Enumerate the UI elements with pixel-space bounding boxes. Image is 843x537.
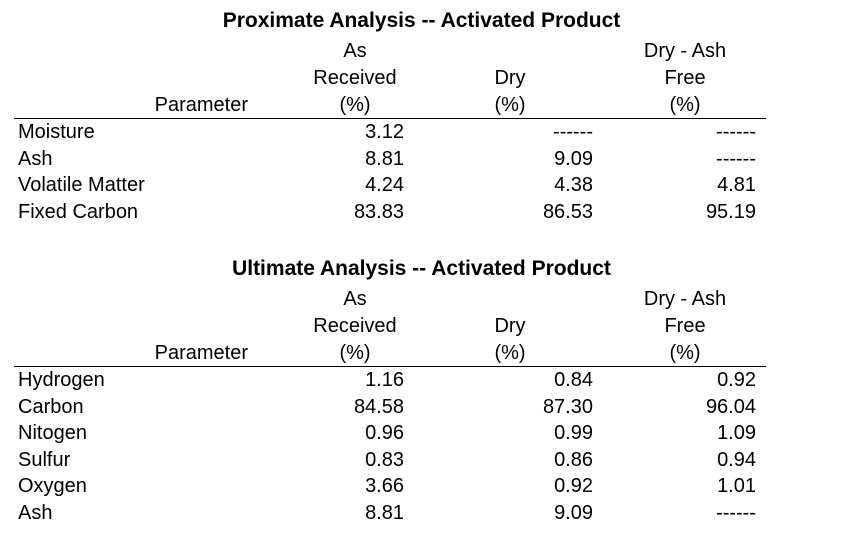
row-label: Moisture: [18, 121, 95, 143]
row-label: Fixed Carbon: [18, 200, 139, 223]
col-header-dry-line1: Dry: [494, 315, 526, 337]
header-rule: [14, 366, 766, 367]
table-row: Nitogen 0.96 0.99 1.09: [0, 420, 843, 447]
dry-ash-free-value: ------: [716, 121, 756, 143]
table-row: Carbon 84.58 87.30 96.04: [0, 394, 843, 421]
col-header-dry-ash-free-line1: Dry - Ash: [643, 288, 727, 310]
col-header-dry-ash-free-line2: Free: [664, 315, 706, 337]
table-row: Oxygen 3.66 0.92 1.01: [0, 473, 843, 500]
dry-ash-free-value: 96.04: [705, 395, 756, 418]
col-header-parameter: Parameter: [154, 342, 248, 364]
dry-value: 0.84: [554, 369, 593, 391]
row-label: Ash: [18, 501, 53, 524]
table-title: Ultimate Analysis -- Activated Product: [232, 257, 611, 280]
col-header-as-received-line1: As: [343, 288, 367, 310]
row-label: Oxygen: [18, 475, 87, 497]
dry-value: 9.09: [554, 501, 593, 524]
row-label: Carbon: [18, 395, 84, 418]
as-received-value: 3.12: [365, 121, 404, 143]
col-header-dry-ash-free-line3: (%): [669, 94, 701, 116]
col-header-as-received-line2: Received: [313, 315, 397, 337]
row-label: Hydrogen: [18, 369, 105, 391]
col-header-dry-line1: Dry: [494, 67, 526, 89]
dry-value: 0.92: [554, 475, 593, 497]
row-label: Ash: [18, 147, 53, 170]
as-received-value: 0.96: [365, 422, 404, 444]
table-title: Proximate Analysis -- Activated Product: [222, 9, 621, 32]
row-label: Nitogen: [18, 422, 87, 444]
col-header-dry-ash-free-line1: Dry - Ash: [643, 40, 727, 62]
dry-ash-free-value: ------: [716, 501, 756, 524]
table-row: Ash 8.81 9.09 ------: [0, 146, 843, 173]
dry-ash-free-value: 0.94: [717, 448, 756, 471]
as-received-value: 0.83: [365, 448, 404, 471]
as-received-value: 8.81: [365, 147, 404, 170]
row-label: Volatile Matter: [18, 174, 145, 196]
dry-ash-free-value: 0.92: [717, 369, 756, 391]
dry-ash-free-value: 1.09: [717, 422, 756, 444]
header-rule: [14, 118, 766, 119]
table-row: Sulfur 0.83 0.86 0.94: [0, 447, 843, 474]
as-received-value: 84.58: [353, 395, 404, 418]
dry-ash-free-value: 4.81: [717, 174, 756, 196]
as-received-value: 1.16: [365, 369, 404, 391]
dry-ash-free-value: 95.19: [705, 200, 756, 223]
dry-value: 0.86: [554, 448, 593, 471]
table-row: Hydrogen 1.16 0.84 0.92: [0, 367, 843, 394]
col-header-dry-line2: (%): [494, 342, 526, 364]
col-header-as-received-line2: Received: [313, 67, 397, 89]
dry-ash-free-value: 1.01: [717, 475, 756, 497]
dry-ash-free-value: ------: [716, 147, 756, 170]
as-received-value: 83.83: [353, 200, 404, 223]
table-row: Volatile Matter 4.24 4.38 4.81: [0, 172, 843, 199]
col-header-as-received-line1: As: [343, 40, 367, 62]
col-header-as-received-line3: (%): [339, 342, 371, 364]
col-header-parameter: Parameter: [154, 94, 248, 116]
dry-value: ------: [553, 121, 593, 143]
col-header-dry-ash-free-line2: Free: [664, 67, 706, 89]
table-row: Moisture 3.12 ------ ------: [0, 119, 843, 146]
table-row: Ash 8.81 9.09 ------: [0, 500, 843, 527]
dry-value: 9.09: [554, 147, 593, 170]
col-header-as-received-line3: (%): [339, 94, 371, 116]
dry-value: 0.99: [554, 422, 593, 444]
dry-value: 86.53: [542, 200, 593, 223]
dry-value: 87.30: [542, 395, 593, 418]
table-row: Fixed Carbon 83.83 86.53 95.19: [0, 199, 843, 226]
as-received-value: 3.66: [365, 475, 404, 497]
dry-value: 4.38: [554, 174, 593, 196]
as-received-value: 4.24: [365, 174, 404, 196]
col-header-dry-line2: (%): [494, 94, 526, 116]
col-header-dry-ash-free-line3: (%): [669, 342, 701, 364]
as-received-value: 8.81: [365, 501, 404, 524]
row-label: Sulfur: [18, 448, 71, 471]
